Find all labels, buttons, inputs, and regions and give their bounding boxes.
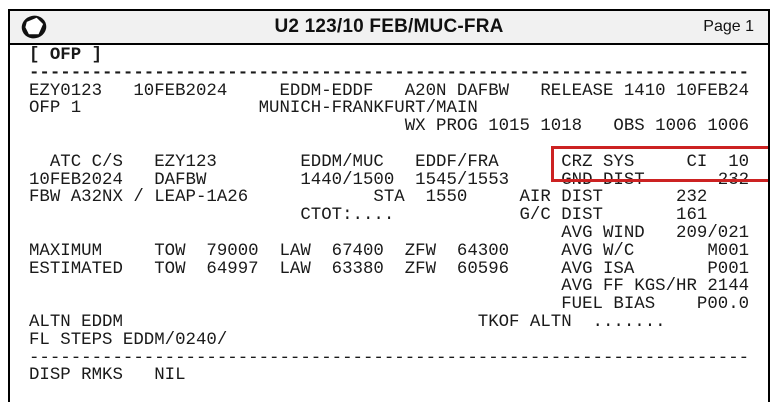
ofp-line: EZY0123 10FEB2024 EDDM-EDDF A20N DAFBW R… [29, 81, 750, 101]
ofp-line: [ OFP ] [29, 46, 103, 65]
ofp-line-crz: ATC C/S EZY123 EDDM/MUC EDDF/FRA CRZ SYS… [29, 152, 750, 172]
ofp-line: WX PROG 1015 1018 OBS 1006 1006 [29, 117, 750, 137]
ofp-line-separator: ----------------------------------------… [29, 348, 750, 368]
ofp-text: [ OFP ] --------------------------------… [10, 45, 768, 385]
ofp-line: OFP 1 MUNICH-FRANKFURT/MAIN [29, 99, 478, 119]
ofp-line: ALTN EDDM TKOF ALTN ....... [29, 312, 666, 332]
ofp-line: CTOT:.... G/C DIST 161 [29, 206, 708, 226]
ofp-document: [ OFP ] --------------------------------… [8, 45, 770, 402]
ofp-line [29, 136, 768, 154]
ofp-line: FL STEPS EDDM/0240/ [29, 330, 228, 350]
ofp-window: U2 123/10 FEB/MUC-FRA Page 1 [ OFP ] ---… [8, 9, 770, 402]
window-title: U2 123/10 FEB/MUC-FRA [274, 16, 504, 37]
ofp-line: 10FEB2024 DAFBW 1440/1500 1545/1553 GND … [29, 170, 750, 190]
ofp-line: FUEL BIAS P00.0 [29, 295, 750, 315]
ofp-line: DISP RMKS NIL [29, 366, 186, 386]
ofp-line: FBW A32NX / LEAP-1A26 STA 1550 AIR DIST … [29, 188, 708, 208]
ofp-line: MAXIMUM TOW 79000 LAW 67400 ZFW 64300 AV… [29, 241, 750, 261]
page-indicator: Page 1 [703, 18, 754, 35]
ofp-line-separator: ----------------------------------------… [29, 63, 750, 83]
ofp-line: AVG WIND 209/021 [29, 223, 750, 243]
title-bar: U2 123/10 FEB/MUC-FRA Page 1 [8, 9, 770, 45]
ofp-line: AVG FF KGS/HR 2144 [29, 277, 750, 297]
app-logo-icon [21, 15, 47, 39]
ofp-line: ESTIMATED TOW 64997 LAW 63380 ZFW 60596 … [29, 259, 750, 279]
